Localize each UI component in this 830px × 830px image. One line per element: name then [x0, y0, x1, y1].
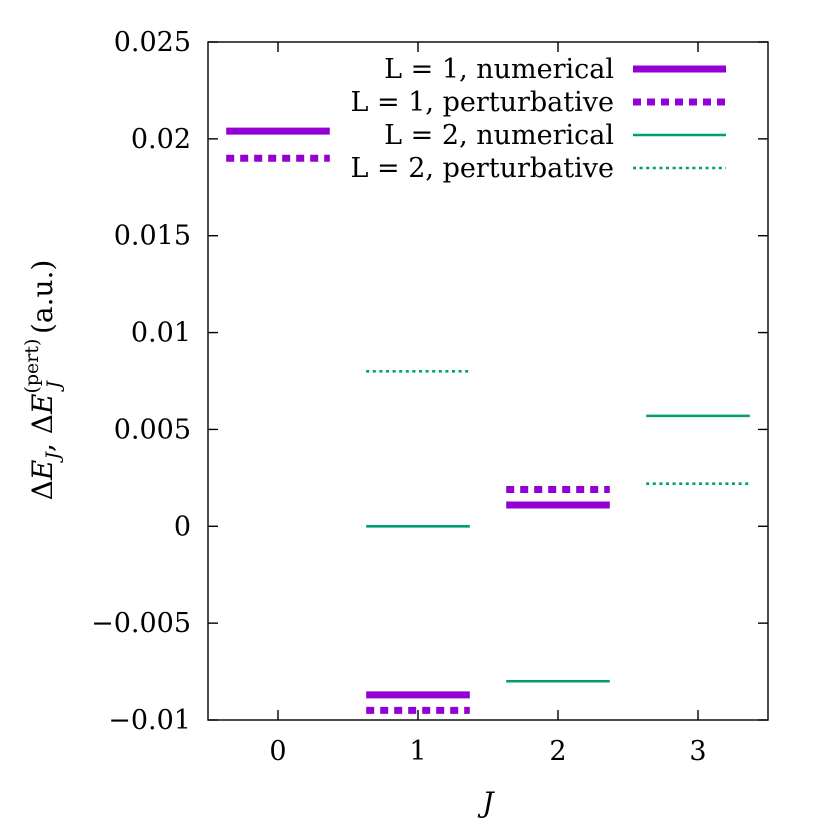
- x-tick-label: 3: [689, 736, 706, 767]
- y-tick-label: −0.005: [91, 608, 191, 639]
- x-axis-label: J: [477, 786, 495, 819]
- y-tick-label: 0: [174, 511, 191, 542]
- plot-area-border: [207, 41, 769, 721]
- x-tick-label: 0: [269, 736, 286, 767]
- y-axis-label: ΔEJ, ΔE(pert)J (a.u.): [21, 260, 65, 501]
- y-tick-label: −0.01: [108, 705, 191, 736]
- y-tick-label: 0.025: [114, 27, 191, 58]
- y-ticks-group: 0.025 0.02 0.015 0.01 0.005 0 −0.005 −0.01: [91, 27, 768, 736]
- legend-label: L = 1, numerical: [384, 54, 614, 85]
- legend-label: L = 1, perturbative: [351, 87, 614, 118]
- x-tick-label: 2: [549, 736, 566, 767]
- legend-label: L = 2, numerical: [384, 120, 614, 151]
- x-ticks-group: 0 1 2 3: [269, 42, 707, 767]
- plot-frame-group: [207, 41, 769, 721]
- y-tick-label: 0.005: [114, 414, 191, 445]
- series-group: [226, 127, 750, 714]
- y-tick-label: 0.015: [114, 221, 191, 252]
- y-tick-label: 0.01: [131, 318, 191, 349]
- legend-label: L = 2, perturbative: [351, 153, 614, 184]
- y-tick-label: 0.02: [131, 124, 191, 155]
- x-tick-label: 1: [409, 736, 426, 767]
